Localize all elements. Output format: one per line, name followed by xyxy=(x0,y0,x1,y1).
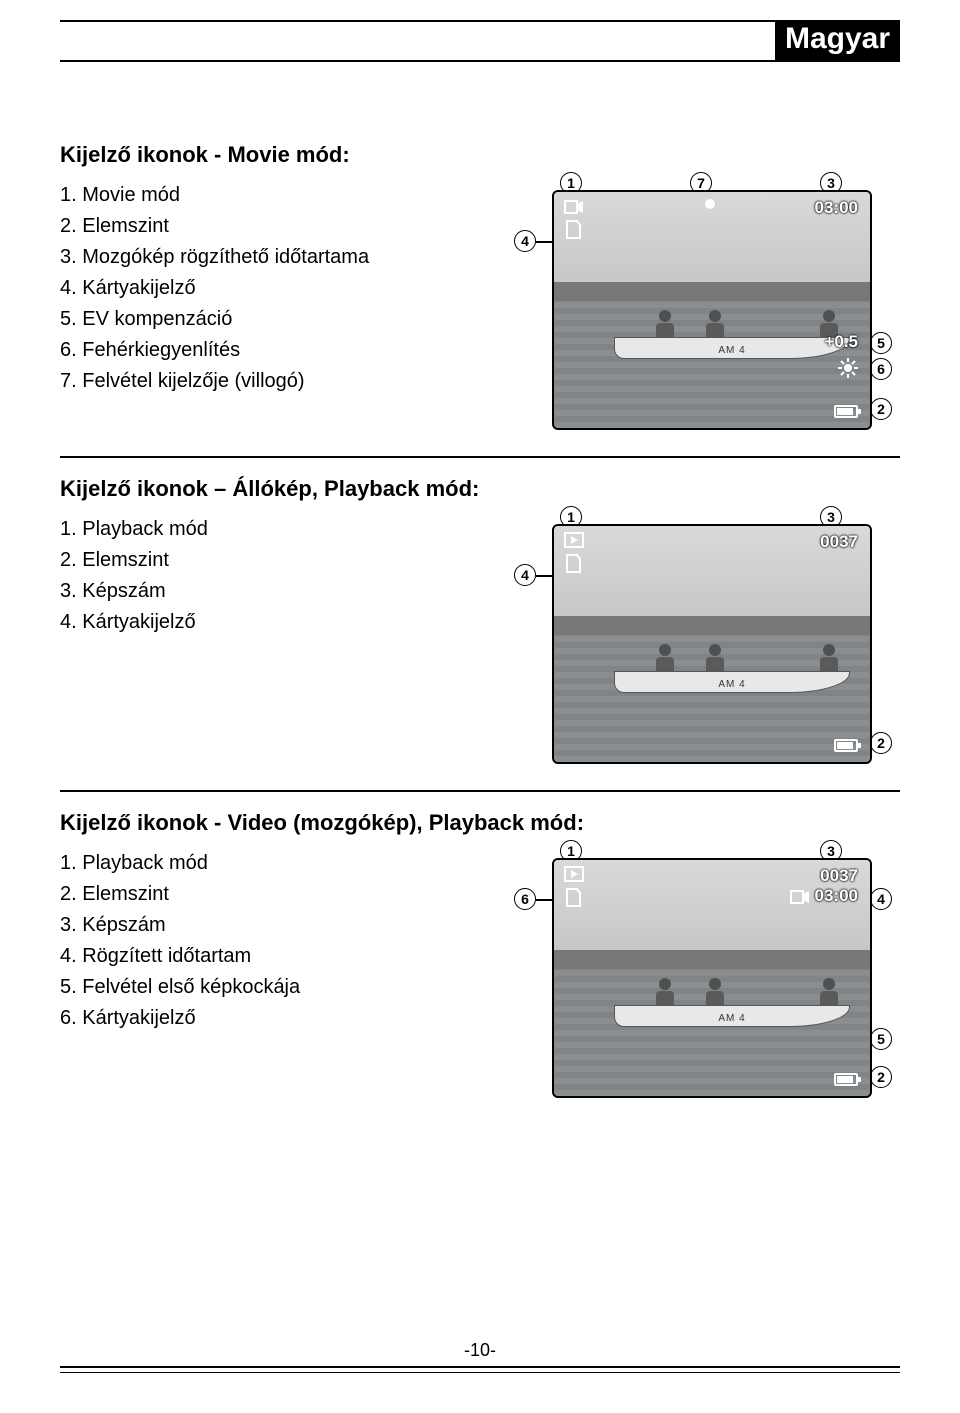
section-separator xyxy=(60,456,900,458)
battery-icon xyxy=(834,1073,858,1086)
section-title: Kijelző ikonok - Movie mód: xyxy=(60,142,900,168)
callout-line xyxy=(536,575,552,577)
record-dot-icon xyxy=(704,198,716,210)
list-item: 4. Kártyakijelző xyxy=(60,607,496,638)
lcd-screen: AM 4 03:00 +0.5 xyxy=(552,190,872,430)
callout-5: 5 xyxy=(870,332,892,354)
callout-4: 4 xyxy=(514,564,536,586)
image-counter: 0037 xyxy=(820,532,858,552)
list-item: 1. Movie mód xyxy=(60,180,496,211)
playback-icon xyxy=(564,532,584,548)
callout-2: 2 xyxy=(870,398,892,420)
callout-2: 2 xyxy=(870,732,892,754)
movie-mode-icon xyxy=(564,198,584,216)
card-icon xyxy=(564,220,582,240)
list-item: 5. Felvétel első képkockája xyxy=(60,972,496,1003)
section-still-playback: Kijelző ikonok – Állókép, Playback mód: … xyxy=(60,476,900,766)
record-time: 03:00 xyxy=(815,198,858,218)
callout-2: 2 xyxy=(870,1066,892,1088)
callout-4: 4 xyxy=(870,888,892,910)
card-icon xyxy=(564,554,582,574)
callout-6: 6 xyxy=(514,888,536,910)
list-item: 5. EV kompenzáció xyxy=(60,304,496,335)
list: 1. Movie mód 2. Elemszint 3. Mozgókép rö… xyxy=(60,180,496,397)
white-balance-icon xyxy=(838,358,858,378)
list-item: 6. Fehérkiegyenlítés xyxy=(60,335,496,366)
list-item: 2. Elemszint xyxy=(60,545,496,576)
footer-rules: -10- xyxy=(60,1366,900,1373)
lcd-figure-video: 1 3 6 4 5 2 AM 4 xyxy=(520,848,900,1100)
card-icon xyxy=(564,888,582,908)
section-movie-mode: Kijelző ikonok - Movie mód: 1. Movie mód… xyxy=(60,142,900,432)
boat-label: AM 4 xyxy=(718,679,745,690)
section-video-playback: Kijelző ikonok - Video (mozgókép), Playb… xyxy=(60,810,900,1100)
list-item: 2. Elemszint xyxy=(60,211,496,242)
boat-label: AM 4 xyxy=(718,345,745,356)
section-title: Kijelző ikonok - Video (mozgókép), Playb… xyxy=(60,810,900,836)
list: 1. Playback mód 2. Elemszint 3. Képszám … xyxy=(60,848,496,1034)
lcd-screen: AM 4 0037 03:00 xyxy=(552,858,872,1098)
battery-icon xyxy=(834,739,858,752)
language-tab: Magyar xyxy=(775,20,900,60)
callout-6: 6 xyxy=(870,358,892,380)
list-item: 2. Elemszint xyxy=(60,879,496,910)
list-item: 6. Kártyakijelző xyxy=(60,1003,496,1034)
playback-icon xyxy=(564,866,584,882)
callout-5: 5 xyxy=(870,1028,892,1050)
list-item: 3. Képszám xyxy=(60,910,496,941)
list-item: 1. Playback mód xyxy=(60,848,496,879)
lcd-figure-movie: 1 7 3 4 5 6 2 xyxy=(520,180,900,432)
recorded-time: 03:00 xyxy=(815,886,858,906)
section-title: Kijelző ikonok – Állókép, Playback mód: xyxy=(60,476,900,502)
list-item: 1. Playback mód xyxy=(60,514,496,545)
list-item: 3. Mozgókép rögzíthető időtartama xyxy=(60,242,496,273)
boat-label: AM 4 xyxy=(718,1013,745,1024)
list-item: 4. Kártyakijelző xyxy=(60,273,496,304)
callout-line xyxy=(536,899,552,901)
image-counter: 0037 xyxy=(820,866,858,886)
list: 1. Playback mód 2. Elemszint 3. Képszám … xyxy=(60,514,496,638)
movie-mode-icon xyxy=(790,888,810,906)
list-item: 7. Felvétel kijelzője (villogó) xyxy=(60,366,496,397)
list-item: 3. Képszám xyxy=(60,576,496,607)
callout-4: 4 xyxy=(514,230,536,252)
ev-value: +0.5 xyxy=(824,332,858,352)
section-separator xyxy=(60,790,900,792)
callout-line xyxy=(536,241,552,243)
page-number: -10- xyxy=(60,1340,900,1361)
battery-icon xyxy=(834,405,858,418)
list-item: 4. Rögzített időtartam xyxy=(60,941,496,972)
lcd-figure-still: 1 3 4 2 AM 4 xyxy=(520,514,900,766)
lcd-screen: AM 4 0037 xyxy=(552,524,872,764)
